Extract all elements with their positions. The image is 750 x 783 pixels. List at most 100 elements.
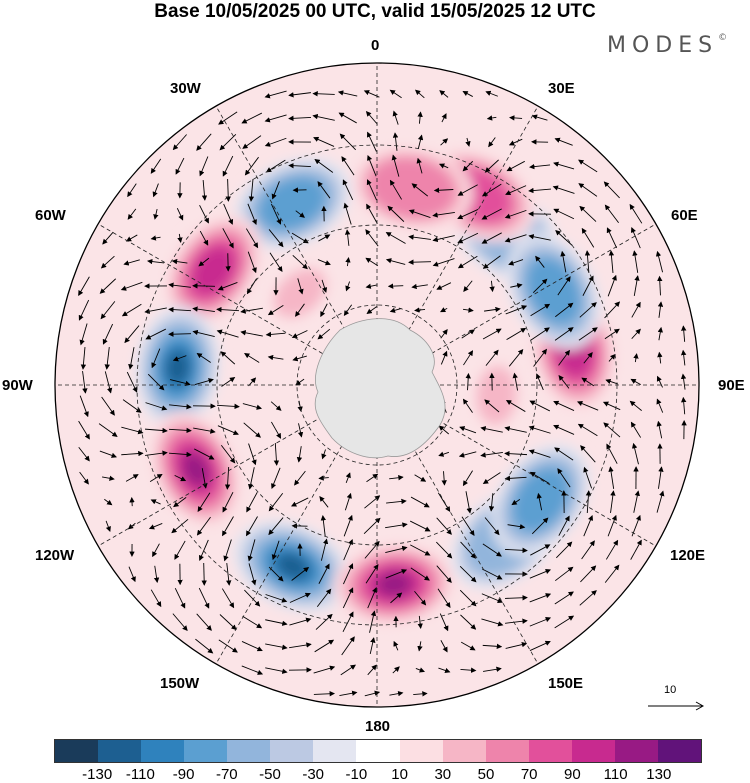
wind-vector xyxy=(317,181,331,199)
wind-vector xyxy=(345,281,351,292)
wind-vector xyxy=(313,691,336,697)
wind-vector xyxy=(265,159,286,173)
wind-vector xyxy=(583,515,593,537)
wind-vector xyxy=(484,517,500,536)
wind-vector xyxy=(633,275,640,297)
meridian-line xyxy=(97,384,378,547)
wind-vector xyxy=(339,690,358,697)
wind-vector xyxy=(345,472,351,484)
wind-vector xyxy=(436,282,452,290)
wind-vector xyxy=(345,257,351,267)
wind-vector xyxy=(289,592,311,603)
wind-vector xyxy=(79,323,88,346)
colorbar-swatch xyxy=(270,740,314,762)
wind-vector xyxy=(342,179,354,201)
wind-vector xyxy=(105,520,111,532)
wind-vector xyxy=(264,90,287,99)
wind-vector xyxy=(630,539,642,560)
wind-vector xyxy=(342,611,354,633)
wind-vector xyxy=(459,589,477,607)
wind-vector xyxy=(631,442,639,465)
wind-vector xyxy=(365,110,378,125)
wind-vector xyxy=(578,159,598,173)
wind-vector xyxy=(242,403,263,410)
wind-vector xyxy=(462,398,473,413)
wind-vector xyxy=(271,467,281,490)
wind-vector xyxy=(121,426,144,435)
wind-vector xyxy=(148,523,163,530)
colorbar-tick-label: -90 xyxy=(172,766,195,783)
wind-vector xyxy=(583,352,593,364)
wind-vector xyxy=(102,231,114,245)
wind-vector xyxy=(581,540,595,560)
wind-vector xyxy=(289,617,312,626)
wind-vector xyxy=(241,641,263,652)
wind-vector xyxy=(633,490,640,513)
wind-vector xyxy=(268,566,284,582)
wind-vector xyxy=(343,202,352,225)
wind-vector xyxy=(194,448,215,460)
wind-vector xyxy=(366,306,378,315)
wind-vector xyxy=(392,110,399,125)
wind-vector xyxy=(483,666,502,672)
wind-vector xyxy=(366,203,378,224)
wind-vector xyxy=(365,563,379,584)
wind-vector xyxy=(268,517,284,536)
wind-vector xyxy=(465,491,472,514)
wind-vector xyxy=(508,348,524,367)
wind-vector xyxy=(555,541,573,559)
wind-vector xyxy=(580,445,596,463)
wind-vector xyxy=(145,450,168,456)
wind-vector xyxy=(392,666,400,674)
wind-vector xyxy=(410,496,430,508)
wind-vector xyxy=(529,163,551,170)
wind-vector xyxy=(481,568,503,580)
brand-name: MODES xyxy=(607,33,719,58)
wind-vector xyxy=(244,589,261,607)
wind-vector xyxy=(222,155,234,177)
meridian-line xyxy=(376,105,539,386)
wind-vector xyxy=(150,235,161,241)
colorbar-tick-label: 90 xyxy=(564,766,581,783)
wind-vector xyxy=(460,541,477,559)
wind-vector xyxy=(318,563,330,584)
wind-vector xyxy=(583,466,593,489)
wind-vector xyxy=(150,499,161,505)
colorbar-swatch xyxy=(141,740,185,762)
wind-vector xyxy=(607,514,617,537)
wind-vector xyxy=(271,421,282,439)
wind-vector xyxy=(198,587,210,609)
wind-vector xyxy=(658,466,664,489)
brand-logo: MODES© xyxy=(607,33,727,58)
wind-vector xyxy=(321,449,327,460)
wind-vector xyxy=(606,227,618,249)
wind-vector xyxy=(480,426,503,433)
wind-vector xyxy=(82,371,88,394)
wind-vector xyxy=(481,183,502,197)
wind-vector xyxy=(318,234,331,242)
wind-vector xyxy=(269,252,283,272)
wind-vector xyxy=(367,664,377,676)
wind-vector xyxy=(313,136,335,147)
wind-vector xyxy=(312,91,335,97)
wind-vector xyxy=(457,209,479,220)
wind-vector xyxy=(411,183,429,197)
wind-vector xyxy=(386,498,407,505)
map-disc xyxy=(55,63,699,707)
wind-vector xyxy=(240,330,263,337)
wind-vector xyxy=(557,468,571,488)
wind-vector xyxy=(680,396,687,415)
wind-vector xyxy=(392,132,399,151)
colorbar-tick-label: 10 xyxy=(391,766,408,783)
wind-vector xyxy=(385,545,408,554)
wind-vector xyxy=(78,276,90,297)
wind-vector xyxy=(504,450,528,457)
wind-vector xyxy=(168,282,191,288)
wind-vector xyxy=(168,331,192,337)
wind-vector xyxy=(365,229,379,247)
wind-vector xyxy=(320,303,328,318)
wind-vector xyxy=(437,588,451,608)
wind-vector xyxy=(125,234,138,242)
wind-vector xyxy=(529,593,552,603)
wind-vector xyxy=(482,328,502,340)
